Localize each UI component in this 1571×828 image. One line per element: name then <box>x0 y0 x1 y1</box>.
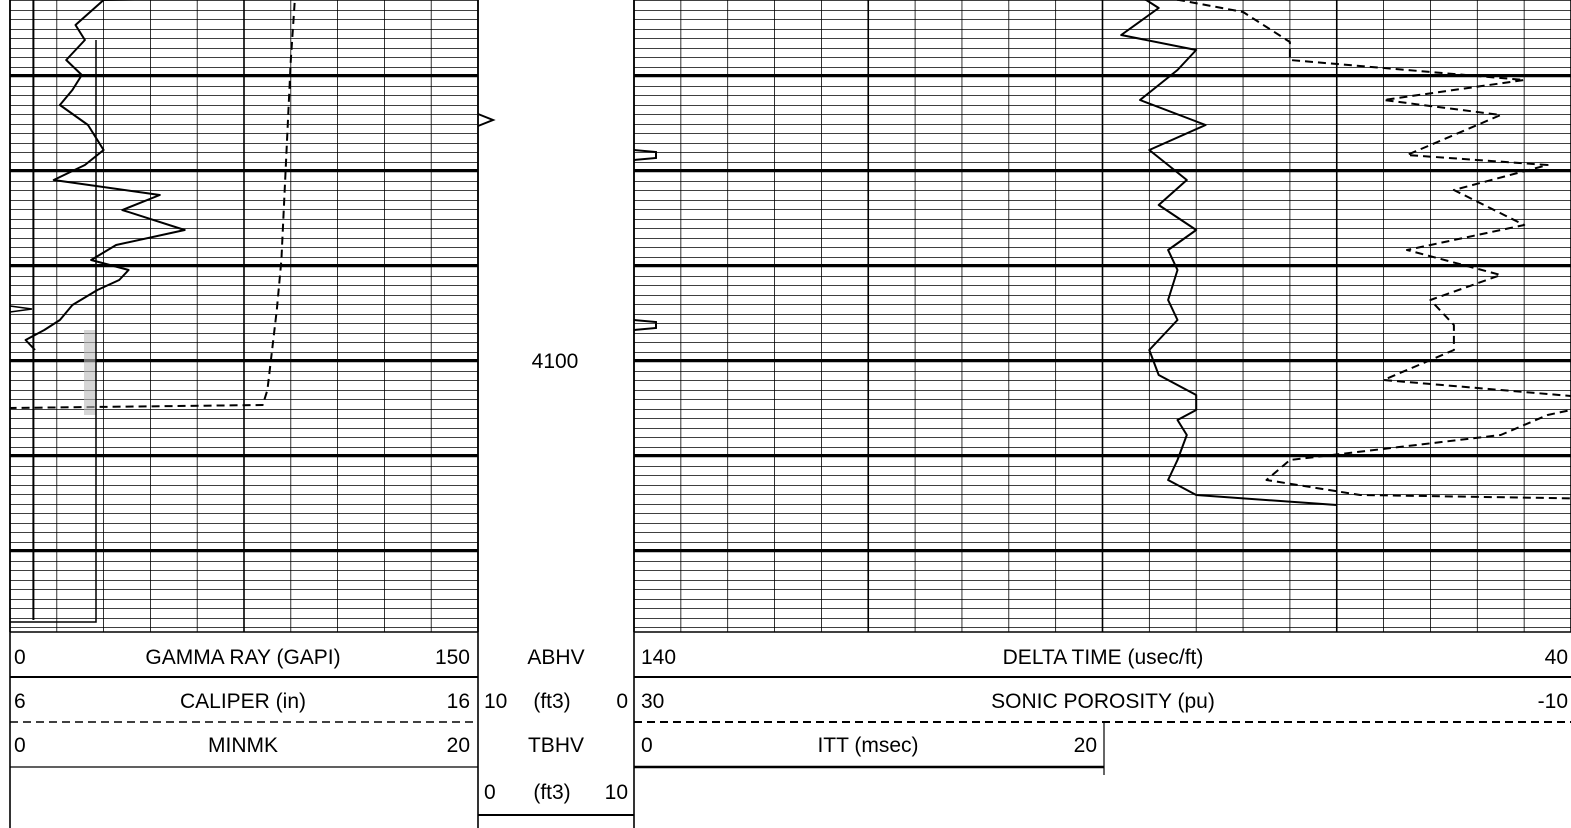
delta-time-right-scale: 40 <box>1545 646 1568 669</box>
gamma-ray-name: GAMMA RAY (GAPI) <box>145 646 340 669</box>
delta-time-left-scale: 140 <box>641 646 676 669</box>
sonic-porosity-name: SONIC POROSITY (pu) <box>991 690 1215 713</box>
track-tick-mark <box>9 305 33 313</box>
caliper-name: CALIPER (in) <box>180 690 306 713</box>
depth-tick-mark <box>633 149 657 161</box>
depth-tick-mark <box>477 113 496 127</box>
sonic-porosity-right-scale: -10 <box>1538 690 1568 713</box>
tbhv-name: TBHV <box>528 734 584 757</box>
gamma-ray-right-scale: 150 <box>435 646 470 669</box>
delta-time-curve <box>1120 0 1337 506</box>
abhv-right-scale: 0 <box>616 690 628 713</box>
caliper-left-scale: 6 <box>14 690 26 713</box>
minmk-name: MINMK <box>208 734 278 757</box>
depth-label: 4100 <box>532 350 579 373</box>
sonic-porosity-curve <box>1173 0 1571 500</box>
sonic-porosity-left-scale: 30 <box>641 690 664 713</box>
caliper-shading <box>84 330 96 415</box>
gamma-ray-curve <box>24 0 186 351</box>
log-grid <box>9 0 1571 828</box>
bit-size-line <box>10 40 97 623</box>
tbhv-left-scale: 0 <box>484 781 496 804</box>
gamma-ray-left-scale: 0 <box>14 646 26 669</box>
log-curves <box>9 0 1571 623</box>
abhv-unit: (ft3) <box>533 690 570 713</box>
tbhv-unit: (ft3) <box>533 781 570 804</box>
curve-headers: 0 GAMMA RAY (GAPI) 150 6 CALIPER (in) 16… <box>14 646 1568 804</box>
caliper-right-scale: 16 <box>447 690 470 713</box>
minmk-right-scale: 20 <box>447 734 470 757</box>
depth-tick-mark <box>633 319 657 331</box>
itt-left-scale: 0 <box>641 734 653 757</box>
tbhv-right-scale: 10 <box>605 781 628 804</box>
header-lines <box>10 631 1571 816</box>
minmk-left-scale: 0 <box>14 734 26 757</box>
itt-name: ITT (msec) <box>817 734 918 757</box>
abhv-name: ABHV <box>527 646 584 669</box>
delta-time-name: DELTA TIME (usec/ft) <box>1003 646 1204 669</box>
abhv-left-scale: 10 <box>484 690 507 713</box>
itt-right-scale: 20 <box>1074 734 1097 757</box>
caliper-curve <box>9 0 296 409</box>
